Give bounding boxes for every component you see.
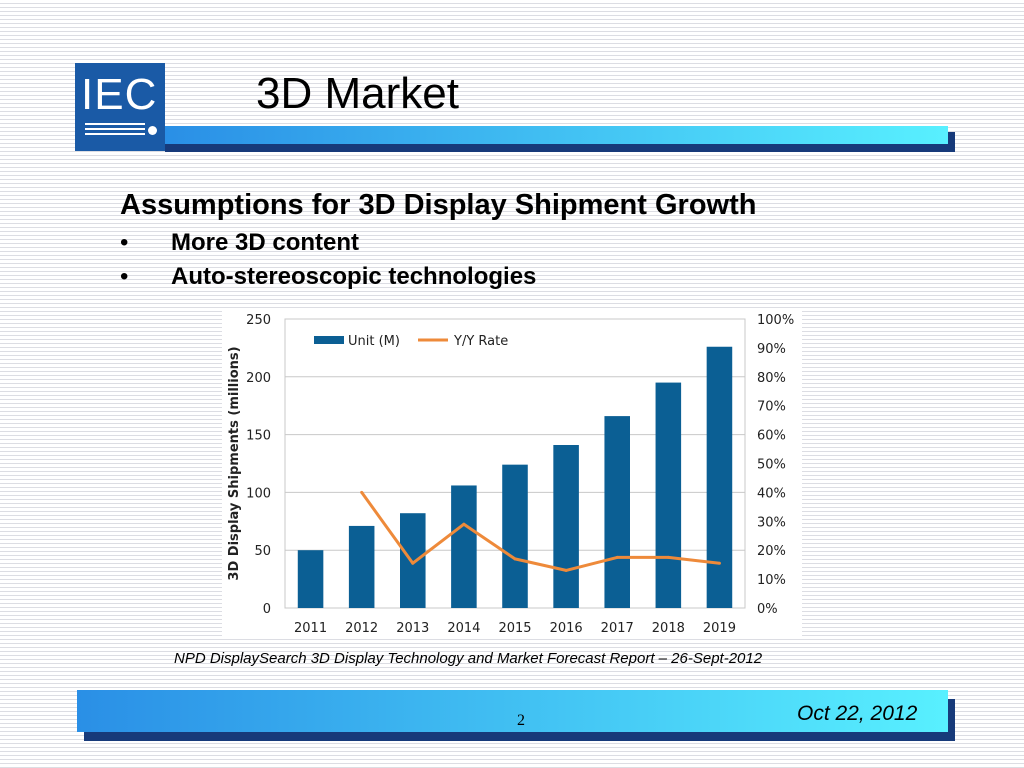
x-tick-label: 2017 [601, 621, 634, 636]
slide-title: 3D Market [256, 69, 459, 118]
bar [348, 525, 375, 608]
bullet-marker: • [120, 263, 129, 290]
iec-logo: IEC [75, 63, 165, 151]
y2-tick-label: 10% [757, 573, 786, 588]
x-tick-label: 2011 [294, 621, 327, 636]
rate-point [360, 490, 364, 494]
bar [655, 382, 682, 608]
bar [297, 550, 324, 608]
bar [502, 464, 528, 608]
bar [706, 346, 733, 608]
bullet-list: • More 3D content • Auto-stereoscopic tech… [120, 226, 536, 294]
rate-point [615, 555, 619, 559]
y-tick-label: 200 [246, 371, 271, 386]
bar [451, 485, 477, 608]
bar [604, 416, 630, 608]
x-tick-label: 2016 [550, 621, 583, 636]
y2-tick-label: 0% [757, 602, 778, 617]
slide-date: Oct 22, 2012 [797, 702, 918, 725]
legend-label-unit: Unit (M) [348, 334, 400, 349]
rate-point [513, 557, 517, 561]
logo-dot [148, 126, 157, 135]
x-tick-label: 2014 [447, 621, 480, 636]
x-tick-label: 2019 [703, 621, 736, 636]
x-tick-label: 2012 [345, 621, 378, 636]
rate-point [564, 568, 568, 572]
rate-point [717, 561, 721, 565]
bullet-text: More 3D content [171, 229, 360, 256]
y-tick-label: 150 [246, 429, 271, 444]
y2-tick-label: 70% [757, 400, 786, 415]
y2-tick-label: 90% [757, 342, 786, 357]
y-tick-label: 50 [254, 544, 271, 559]
logo-lines [85, 123, 145, 138]
x-tick-label: 2013 [396, 621, 429, 636]
chart-container: 0 50 100 150 200 250 0% 10% 20% 30% 40% 50% 60% 70% 80… [222, 308, 802, 636]
y2-tick-label: 100% [757, 313, 794, 328]
legend-label-rate: Y/Y Rate [453, 334, 508, 349]
title-bar [165, 126, 948, 144]
y2-tick-label: 40% [757, 486, 786, 501]
source-citation: NPD DisplaySearch 3D Display Technology … [174, 650, 763, 667]
bar [400, 513, 426, 608]
bullet-marker: • [120, 229, 129, 256]
y-tick-label: 0 [263, 602, 271, 617]
y2-tick-label: 60% [757, 429, 786, 444]
shipment-chart: 0 50 100 150 200 250 0% 10% 20% 30% 40% 50% 60% 70% 80… [227, 313, 794, 636]
bar [553, 445, 579, 608]
y-axis-title: 3D Display Shipments (millions) [227, 346, 242, 580]
legend-swatch-unit [314, 336, 344, 344]
y2-tick-label: 50% [757, 458, 786, 473]
bullet-text: Auto-stereoscopic technologies [171, 263, 537, 290]
y-tick-label: 100 [246, 486, 271, 501]
y-tick-label: 250 [246, 313, 271, 328]
rate-point [462, 522, 466, 526]
y2-tick-label: 80% [757, 371, 786, 386]
bullet-item: • More 3D content [120, 226, 536, 260]
slide-heading: Assumptions for 3D Display Shipment Grow… [120, 189, 757, 221]
bullet-item: • Auto-stereoscopic technologies [120, 260, 536, 294]
y2-tick-label: 30% [757, 515, 786, 530]
y2-tick-label: 20% [757, 544, 786, 559]
x-tick-label: 2018 [652, 621, 685, 636]
footer-bar [77, 690, 948, 732]
x-tick-label: 2015 [498, 621, 531, 636]
logo-text: IEC [81, 70, 158, 119]
rate-point [666, 555, 670, 559]
page-number: 2 [517, 712, 525, 729]
rate-point [411, 561, 415, 565]
rate-line [360, 491, 720, 572]
